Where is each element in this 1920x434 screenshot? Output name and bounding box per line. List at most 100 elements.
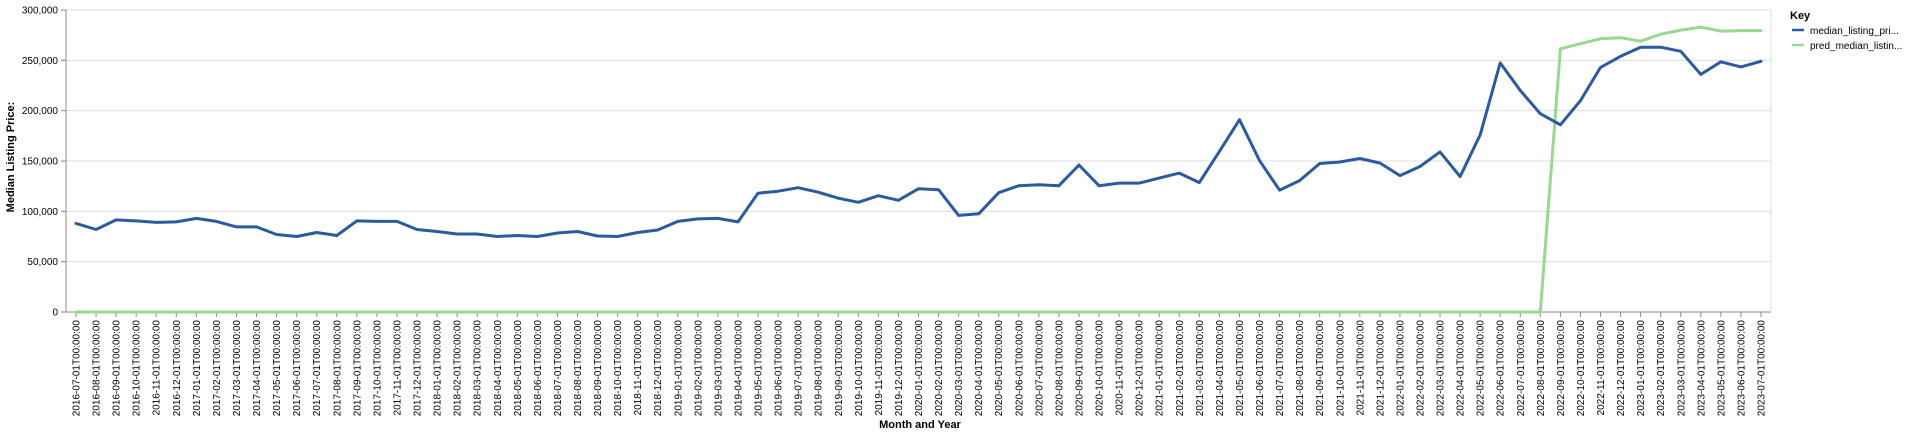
x-tick-label: 2021-07-01T00:00:00	[1275, 320, 1286, 417]
x-tick-label: 2021-09-01T00:00:00	[1315, 320, 1326, 417]
x-tick-label: 2020-01-01T00:00:00	[914, 320, 925, 417]
x-tick-label: 2022-05-01T00:00:00	[1476, 320, 1487, 417]
legend: Key median_listing_pri... pred_median_lis…	[1790, 10, 1902, 52]
x-tick-label: 2018-02-01T00:00:00	[453, 320, 464, 417]
x-tick-label: 2017-11-01T00:00:00	[392, 320, 403, 416]
legend-title: Key	[1790, 10, 1811, 22]
x-tick-label: 2019-04-01T00:00:00	[733, 320, 744, 417]
x-tick-label: 2016-07-01T00:00:00	[72, 320, 83, 417]
series-line-median-listing-price	[74, 45, 1763, 238]
x-tick-label: 2017-03-01T00:00:00	[232, 320, 243, 417]
x-tick-label: 2018-03-01T00:00:00	[473, 320, 484, 417]
x-tick-label: 2022-04-01T00:00:00	[1456, 320, 1467, 417]
x-tick-label: 2019-01-01T00:00:00	[673, 320, 684, 417]
x-tick-label: 2017-01-01T00:00:00	[192, 320, 203, 417]
x-tick-label: 2019-08-01T00:00:00	[814, 320, 825, 417]
x-tick-label: 2021-08-01T00:00:00	[1295, 320, 1306, 417]
x-tick-label: 2021-11-01T00:00:00	[1355, 320, 1366, 416]
x-tick-label: 2018-06-01T00:00:00	[533, 320, 544, 417]
x-tick-label: 2021-03-01T00:00:00	[1195, 320, 1206, 417]
x-tick-label: 2020-12-01T00:00:00	[1135, 320, 1146, 417]
series-line-pred-median-listing-price	[74, 25, 1763, 314]
x-tick-label: 2019-03-01T00:00:00	[713, 320, 724, 417]
x-tick-label: 2021-02-01T00:00:00	[1175, 320, 1186, 417]
x-tick-label: 2019-12-01T00:00:00	[894, 320, 905, 417]
x-tick-label: 2017-09-01T00:00:00	[352, 320, 363, 417]
x-tick-label: 2019-11-01T00:00:00	[874, 320, 885, 416]
y-tick-label: 200,000	[22, 106, 59, 117]
y-axis: 0 50,000 100,000 150,000 200,000 250,000 300,0…	[22, 6, 66, 319]
y-tick-label: 300,000	[22, 6, 59, 17]
x-tick-label: 2022-02-01T00:00:00	[1415, 320, 1426, 417]
x-tick-label: 2018-09-01T00:00:00	[593, 320, 604, 417]
x-tick-label: 2018-12-01T00:00:00	[653, 320, 664, 417]
x-tick-label: 2023-06-01T00:00:00	[1736, 320, 1747, 417]
y-tick-label: 150,000	[22, 157, 59, 168]
y-axis-title: Median Listing Price:	[5, 102, 17, 213]
x-tick-label: 2016-10-01T00:00:00	[132, 320, 143, 417]
x-tick-label: 2023-05-01T00:00:00	[1716, 320, 1727, 417]
x-tick-label: 2019-06-01T00:00:00	[774, 320, 785, 417]
x-tick-label: 2022-06-01T00:00:00	[1496, 320, 1507, 417]
x-tick-label: 2017-08-01T00:00:00	[332, 320, 343, 417]
x-tick-label: 2020-04-01T00:00:00	[974, 320, 985, 417]
y-tick-label: 100,000	[22, 207, 59, 218]
x-tick-label: 2018-08-01T00:00:00	[573, 320, 584, 417]
x-tick-label: 2022-01-01T00:00:00	[1395, 320, 1406, 417]
x-tick-label: 2016-08-01T00:00:00	[92, 320, 103, 417]
x-tick-label: 2022-11-01T00:00:00	[1596, 320, 1607, 416]
x-tick-label: 2020-11-01T00:00:00	[1115, 320, 1126, 416]
x-tick-label: 2019-02-01T00:00:00	[693, 320, 704, 417]
x-tick-label: 2019-10-01T00:00:00	[854, 320, 865, 417]
x-tick-label: 2020-10-01T00:00:00	[1095, 320, 1106, 417]
x-tick-label: 2017-06-01T00:00:00	[292, 320, 303, 417]
series-layer	[74, 25, 1763, 314]
x-tick-label: 2020-02-01T00:00:00	[934, 320, 945, 417]
x-axis-title: Month and Year	[879, 419, 961, 431]
legend-label: median_listing_pri...	[1810, 26, 1899, 37]
x-tick-label: 2022-07-01T00:00:00	[1516, 320, 1527, 417]
x-tick-label: 2023-01-01T00:00:00	[1636, 320, 1647, 417]
x-tick-label: 2023-07-01T00:00:00	[1757, 320, 1768, 417]
x-tick-label: 2021-12-01T00:00:00	[1375, 320, 1386, 417]
x-tick-label: 2020-05-01T00:00:00	[994, 320, 1005, 417]
x-tick-label: 2017-10-01T00:00:00	[372, 320, 383, 417]
x-tick-label: 2017-07-01T00:00:00	[312, 320, 323, 417]
y-tick-label: 250,000	[22, 56, 59, 67]
x-tick-label: 2021-06-01T00:00:00	[1255, 320, 1266, 417]
x-tick-label: 2022-09-01T00:00:00	[1556, 320, 1567, 417]
x-tick-label: 2018-05-01T00:00:00	[513, 320, 524, 417]
x-tick-label: 2020-07-01T00:00:00	[1034, 320, 1045, 417]
legend-label: pred_median_listin...	[1810, 41, 1902, 52]
x-tick-label: 2016-12-01T00:00:00	[172, 320, 183, 417]
x-tick-label: 2021-01-01T00:00:00	[1155, 320, 1166, 417]
x-tick-label: 2023-03-01T00:00:00	[1676, 320, 1687, 417]
x-tick-label: 2021-04-01T00:00:00	[1215, 320, 1226, 417]
x-tick-label: 2020-06-01T00:00:00	[1014, 320, 1025, 417]
x-tick-label: 2016-11-01T00:00:00	[152, 320, 163, 416]
x-tick-label: 2023-04-01T00:00:00	[1696, 320, 1707, 417]
grid-lines	[66, 9, 1771, 313]
x-tick-label: 2017-02-01T00:00:00	[212, 320, 223, 417]
x-axis: 2016-07-01T00:00:00 2016-08-01T00:00:00 20…	[72, 312, 1768, 416]
x-tick-label: 2018-04-01T00:00:00	[493, 320, 504, 417]
x-tick-label: 2018-01-01T00:00:00	[433, 320, 444, 417]
x-tick-label: 2019-05-01T00:00:00	[754, 320, 765, 417]
x-tick-label: 2019-09-01T00:00:00	[834, 320, 845, 417]
x-tick-label: 2016-09-01T00:00:00	[112, 320, 123, 417]
y-tick-label: 0	[52, 308, 58, 319]
x-tick-label: 2018-10-01T00:00:00	[613, 320, 624, 417]
x-tick-label: 2022-03-01T00:00:00	[1436, 320, 1447, 417]
x-tick-label: 2017-12-01T00:00:00	[413, 320, 424, 417]
x-tick-label: 2020-09-01T00:00:00	[1074, 320, 1085, 417]
x-tick-label: 2020-08-01T00:00:00	[1054, 320, 1065, 417]
x-tick-label: 2018-07-01T00:00:00	[553, 320, 564, 417]
x-tick-label: 2018-11-01T00:00:00	[633, 320, 644, 416]
x-tick-label: 2021-10-01T00:00:00	[1335, 320, 1346, 417]
x-tick-label: 2023-02-01T00:00:00	[1656, 320, 1667, 417]
x-tick-label: 2019-07-01T00:00:00	[794, 320, 805, 417]
x-tick-label: 2022-08-01T00:00:00	[1536, 320, 1547, 417]
x-tick-label: 2020-03-01T00:00:00	[954, 320, 965, 417]
x-tick-label: 2017-05-01T00:00:00	[272, 320, 283, 417]
